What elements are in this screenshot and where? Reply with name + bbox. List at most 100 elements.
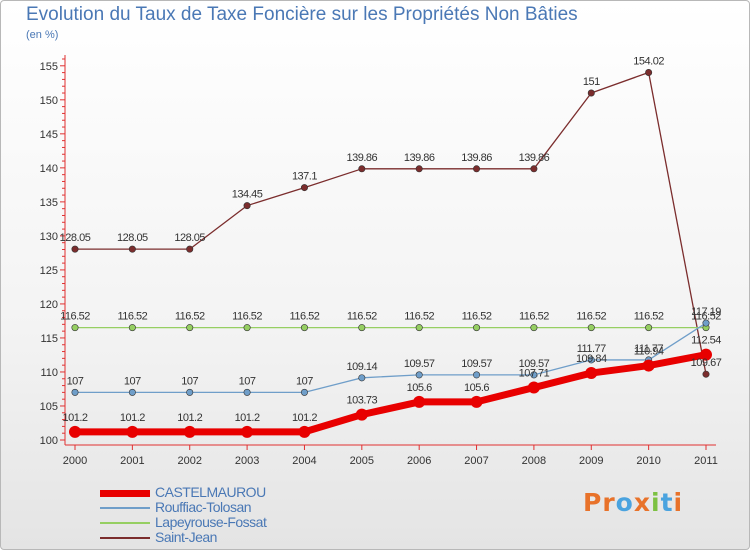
data-label-rouffiac-tolosan: 111.77 <box>634 343 663 355</box>
data-point-castelmaurou <box>126 425 139 438</box>
proxiti-logo: Proxiti <box>583 488 684 517</box>
x-tick-label: 2009 <box>579 455 603 467</box>
data-point-saint-jean <box>128 245 136 253</box>
data-point-saint-jean <box>243 202 251 210</box>
x-tick-label: 2005 <box>350 455 374 467</box>
data-label-castelmaurou: 103.73 <box>346 395 377 407</box>
data-point-saint-jean <box>358 165 366 173</box>
y-tick-label: 100 <box>40 435 58 447</box>
y-tick-label: 110 <box>40 367 58 379</box>
series-line-castelmaurou <box>71 351 710 436</box>
legend-swatch <box>100 490 150 497</box>
data-point-saint-jean <box>186 245 194 253</box>
legend-swatch <box>100 507 150 509</box>
data-label-saint-jean: 134.45 <box>232 189 263 201</box>
data-label-saint-jean: 128.05 <box>117 232 148 244</box>
data-point-rouffiac-tolosan <box>71 388 79 396</box>
x-tick-label: 2000 <box>63 455 87 467</box>
data-label-rouffiac-tolosan: 107 <box>296 375 313 387</box>
data-label-saint-jean: 139.86 <box>519 152 550 164</box>
data-point-rouffiac-tolosan <box>702 319 710 327</box>
data-point-rouffiac-tolosan <box>300 388 308 396</box>
legend-label: CASTELMAUROU <box>155 484 266 500</box>
data-point-rouffiac-tolosan <box>358 374 366 382</box>
data-point-saint-jean <box>645 68 653 76</box>
legend-label: Saint-Jean <box>155 529 217 545</box>
data-label-saint-jean: 137.1 <box>292 171 317 183</box>
x-tick-label: 2003 <box>235 455 259 467</box>
data-label-rouffiac-tolosan: 107 <box>124 375 141 387</box>
data-label-lapeyrouse-fossat: 116.52 <box>175 311 205 323</box>
data-label-rouffiac-tolosan: 107 <box>239 375 256 387</box>
data-point-saint-jean <box>71 245 79 253</box>
y-tick-label: 105 <box>40 401 58 413</box>
data-point-rouffiac-tolosan <box>128 388 136 396</box>
legend-label: Rouffiac-Tolosan <box>155 499 252 515</box>
chart-unit-label: (en %) <box>26 29 59 41</box>
data-point-lapeyrouse-fossat <box>415 324 423 332</box>
legend-swatch <box>100 537 150 539</box>
data-point-rouffiac-tolosan <box>473 371 481 379</box>
data-label-saint-jean: 139.86 <box>346 152 377 164</box>
data-point-rouffiac-tolosan <box>587 356 595 364</box>
x-tick-label: 2002 <box>177 455 201 467</box>
data-label-saint-jean: 109.67 <box>691 357 722 369</box>
data-point-rouffiac-tolosan <box>186 388 194 396</box>
data-label-rouffiac-tolosan: 109.57 <box>519 358 550 370</box>
y-tick-label: 115 <box>40 333 58 345</box>
data-point-lapeyrouse-fossat <box>186 324 194 332</box>
y-tick-label: 120 <box>40 299 58 311</box>
data-label-saint-jean: 128.05 <box>60 232 91 244</box>
x-tick-label: 2004 <box>292 455 316 467</box>
data-point-castelmaurou <box>642 359 655 372</box>
series-line-rouffiac-tolosan <box>74 322 707 394</box>
data-point-lapeyrouse-fossat <box>645 324 653 332</box>
data-label-rouffiac-tolosan: 111.77 <box>577 343 606 355</box>
data-label-lapeyrouse-fossat: 116.52 <box>232 311 262 323</box>
data-label-castelmaurou: 110.94 <box>634 346 664 358</box>
data-point-lapeyrouse-fossat <box>473 324 481 332</box>
data-point-saint-jean <box>300 184 308 192</box>
data-label-lapeyrouse-fossat: 116.52 <box>60 311 90 323</box>
x-tick-label: 2007 <box>464 455 488 467</box>
y-tick-label: 125 <box>40 265 58 277</box>
data-point-lapeyrouse-fossat <box>587 324 595 332</box>
data-point-castelmaurou <box>69 425 81 438</box>
data-point-castelmaurou <box>183 425 196 438</box>
data-label-lapeyrouse-fossat: 116.52 <box>519 311 549 323</box>
data-point-lapeyrouse-fossat <box>530 324 538 332</box>
x-tick-label: 2006 <box>407 455 431 467</box>
data-label-rouffiac-tolosan: 109.14 <box>346 361 377 373</box>
chart-title: Evolution du Taux de Taxe Foncière sur l… <box>26 4 578 25</box>
data-label-lapeyrouse-fossat: 116.52 <box>117 311 147 323</box>
data-label-saint-jean: 139.86 <box>461 152 492 164</box>
data-label-castelmaurou: 101.2 <box>235 412 260 424</box>
data-point-rouffiac-tolosan <box>415 371 423 379</box>
data-label-saint-jean: 154.02 <box>633 55 664 67</box>
data-label-lapeyrouse-fossat: 116.52 <box>576 311 606 323</box>
data-labels: 128.05 128.05 128.05 134.45 137.1 139.86 139.8… <box>60 55 723 424</box>
data-label-castelmaurou: 112.54 <box>691 335 721 347</box>
data-point-lapeyrouse-fossat <box>71 324 79 332</box>
y-tick-label: 140 <box>40 163 58 175</box>
data-label-castelmaurou: 105.6 <box>464 382 489 394</box>
data-label-lapeyrouse-fossat: 116.52 <box>462 311 492 323</box>
data-label-castelmaurou: 101.2 <box>62 412 87 424</box>
data-label-castelmaurou: 101.2 <box>120 412 145 424</box>
y-tick-label: 135 <box>40 197 58 209</box>
data-point-saint-jean <box>415 165 423 173</box>
data-label-castelmaurou: 101.2 <box>177 412 202 424</box>
data-point-saint-jean <box>702 370 710 378</box>
data-point-castelmaurou <box>355 408 368 421</box>
y-tick-label: 150 <box>40 95 58 107</box>
data-point-castelmaurou <box>527 381 540 394</box>
data-label-rouffiac-tolosan: 109.57 <box>461 358 492 370</box>
data-label-lapeyrouse-fossat: 116.52 <box>404 311 434 323</box>
legend-swatch <box>100 522 150 524</box>
data-point-castelmaurou <box>470 395 483 408</box>
data-point-saint-jean <box>587 89 595 97</box>
data-label-lapeyrouse-fossat: 116.52 <box>290 311 320 323</box>
data-label-castelmaurou: 109.84 <box>576 353 607 365</box>
x-tick-label: 2010 <box>636 455 660 467</box>
